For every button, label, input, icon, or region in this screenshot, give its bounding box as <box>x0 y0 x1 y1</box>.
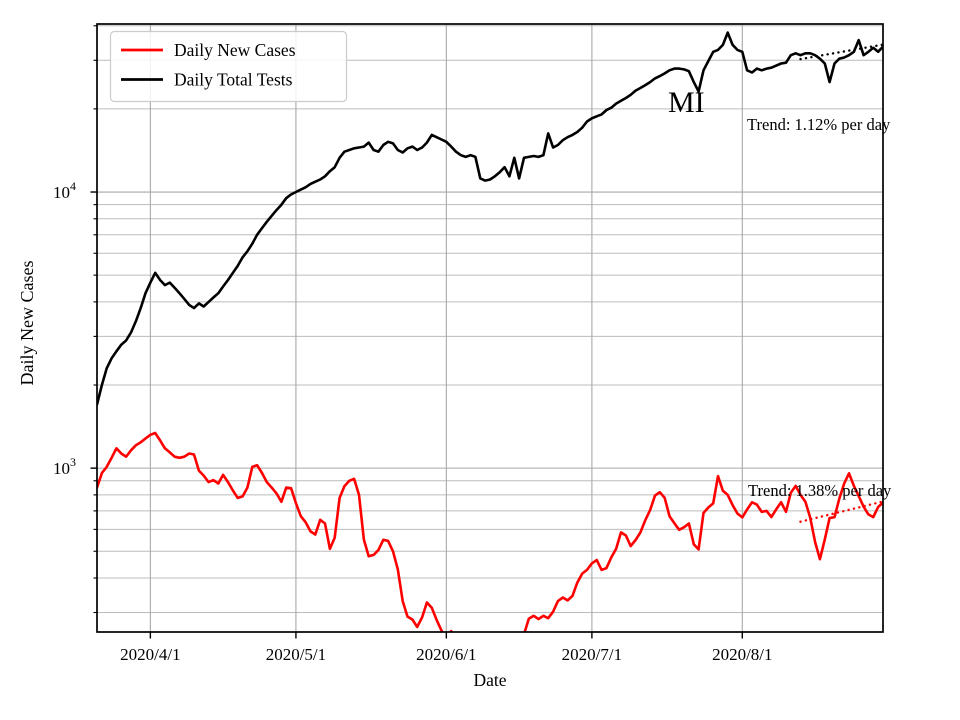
plot-border <box>96 23 884 633</box>
x-tick-label: 2020/6/1 <box>416 645 476 664</box>
y-tick-label: 104 <box>53 179 76 202</box>
y-axis-label: Daily New Cases <box>17 261 37 386</box>
legend-box <box>109 30 348 103</box>
grid-lines <box>97 24 883 632</box>
daily-total-tests-line <box>97 31 883 406</box>
plot-series <box>97 31 883 632</box>
x-tick-label: 2020/8/1 <box>712 645 772 664</box>
state-label: MI <box>668 86 705 119</box>
trend-annotation: Trend: 1.12% per day <box>747 115 891 134</box>
y-tick-label: 103 <box>53 455 76 478</box>
x-tick-label: 2020/5/1 <box>266 645 326 664</box>
cases-trend-line <box>799 500 883 523</box>
trend-annotation: Trend: 1.38% per day <box>748 481 892 500</box>
x-axis-label: Date <box>473 670 506 690</box>
daily-new-cases-line <box>97 431 883 632</box>
legend: Daily New Cases Daily Total Tests <box>109 30 348 103</box>
legend-label: Daily Total Tests <box>174 70 293 90</box>
x-tick-label: 2020/7/1 <box>562 645 622 664</box>
x-tick-label: 2020/4/1 <box>120 645 180 664</box>
legend-label: Daily New Cases <box>174 40 296 60</box>
